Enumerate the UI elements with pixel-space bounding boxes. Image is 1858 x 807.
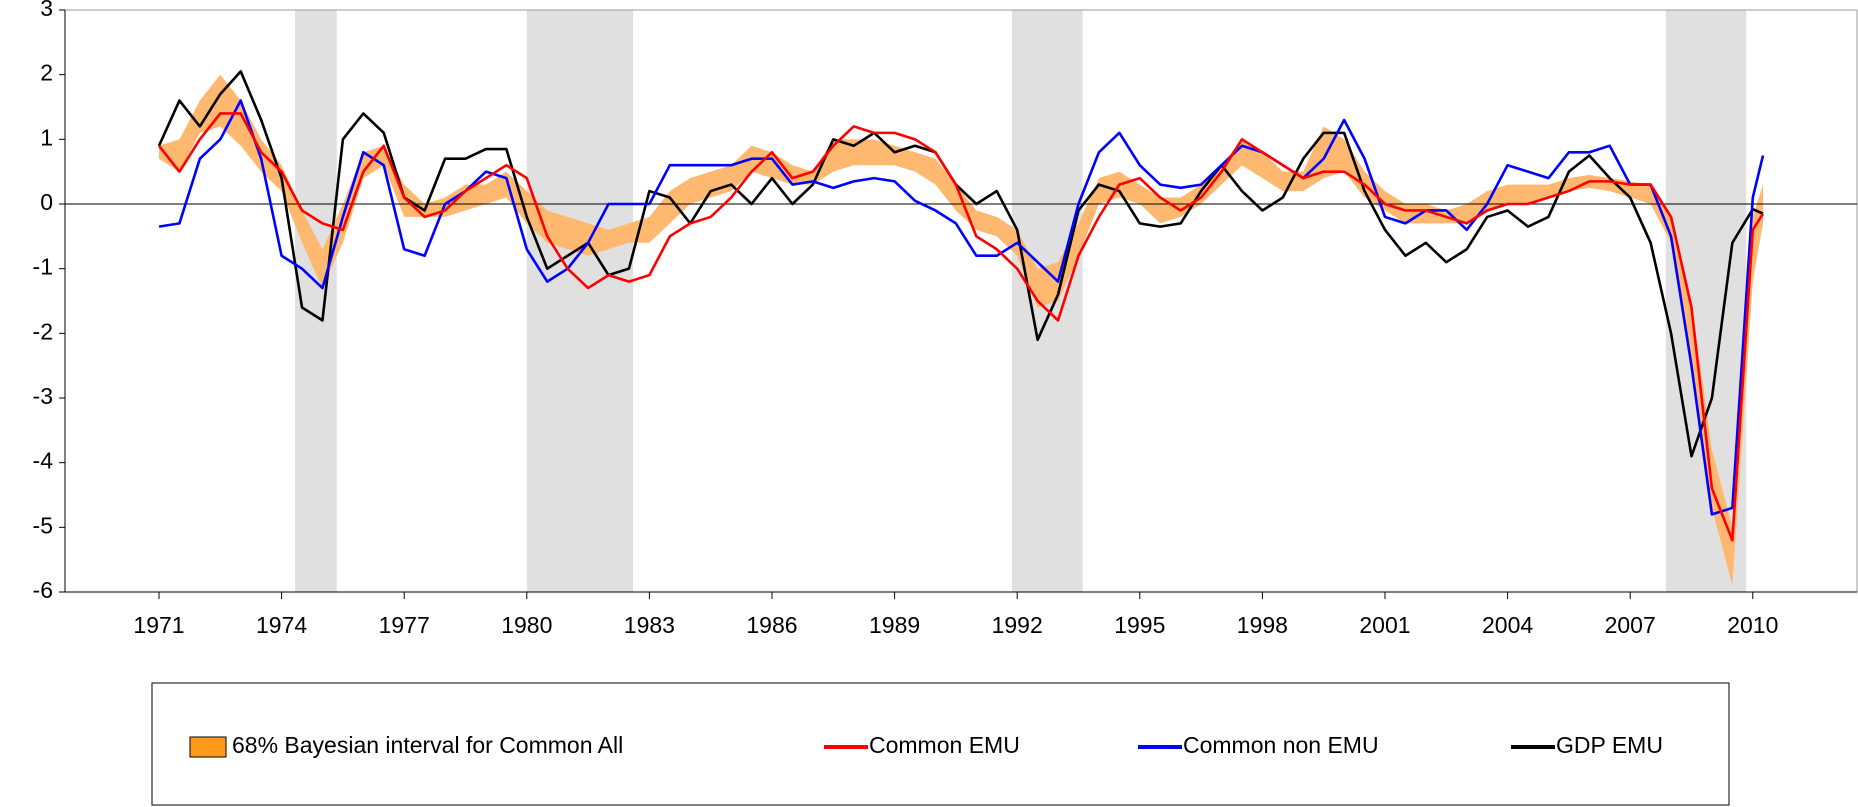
series-line [157, 112, 1765, 542]
y-tick-label: 1 [40, 124, 53, 150]
interval-band [158, 74, 1764, 586]
y-tick-label: 2 [40, 60, 53, 86]
y-tick-label: -3 [33, 383, 53, 409]
x-tick-label: 2007 [1605, 612, 1656, 638]
series-line [157, 70, 1764, 458]
series-line [158, 99, 1765, 516]
y-tick-label: -5 [33, 512, 53, 538]
x-tick-label: 2001 [1359, 612, 1410, 638]
y-tick-label: -2 [33, 318, 53, 344]
legend-swatch [189, 736, 227, 758]
x-tick-label: 1995 [1114, 612, 1165, 638]
x-tick-label: 1980 [501, 612, 552, 638]
legend-label: GDP EMU [1556, 732, 1663, 758]
y-tick-label: -1 [33, 254, 53, 280]
x-tick-label: 1992 [992, 612, 1043, 638]
y-tick-label: -6 [33, 577, 53, 603]
y-tick-label: 0 [40, 189, 53, 215]
x-tick-label: 1983 [624, 612, 675, 638]
x-tick-label: 1974 [256, 612, 307, 638]
x-tick-label: 2010 [1727, 612, 1778, 638]
legend-label: 68% Bayesian interval for Common All [232, 732, 623, 758]
x-tick-label: 1986 [746, 612, 797, 638]
legend-label: Common non EMU [1183, 732, 1379, 758]
y-tick-label: 3 [40, 0, 53, 21]
x-tick-label: 1977 [379, 612, 430, 638]
x-tick-label: 2004 [1482, 612, 1533, 638]
shaded-period [526, 10, 634, 592]
legend-box [151, 682, 1730, 806]
x-tick-label: 1998 [1237, 612, 1288, 638]
legend-label: Common EMU [869, 732, 1020, 758]
x-tick-label: 1989 [869, 612, 920, 638]
x-tick-label: 1971 [133, 612, 184, 638]
y-tick-label: -4 [33, 448, 54, 474]
